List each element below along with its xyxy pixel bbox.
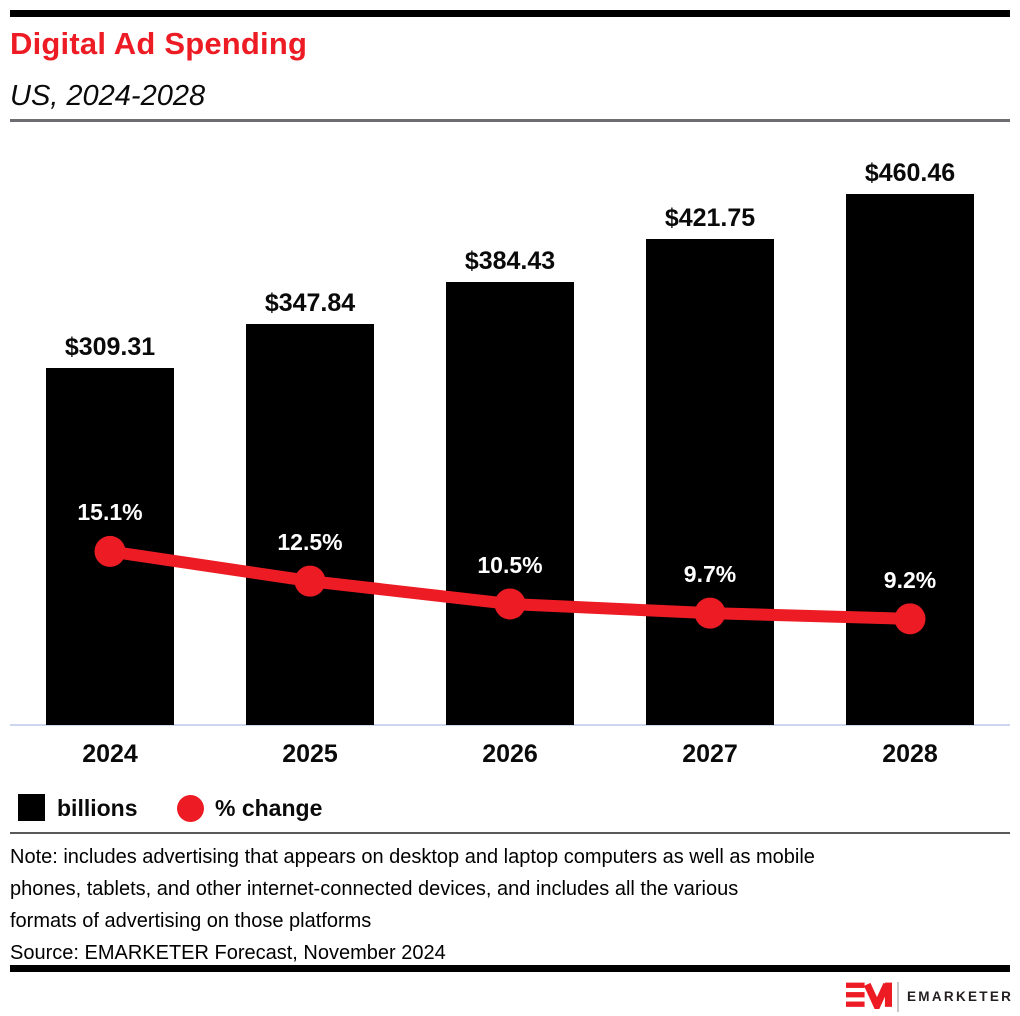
note-divider	[10, 832, 1010, 834]
x-axis-tick-label: 2028	[882, 740, 938, 768]
line-value-label: 10.5%	[477, 551, 543, 578]
legend-bar-label: billions	[57, 795, 138, 821]
line-value-label: 12.5%	[277, 529, 343, 556]
bar-2024	[46, 368, 174, 725]
bar-value-label: $309.31	[64, 333, 156, 361]
line-value-label: 9.7%	[683, 561, 737, 588]
page-subtitle: US, 2024-2028	[10, 80, 206, 112]
bottom-accent-bar	[10, 965, 1010, 972]
bar-2027	[646, 239, 774, 725]
bar-value-label: $460.46	[864, 159, 956, 187]
bar-2026	[446, 282, 574, 725]
note-text: Note: includes advertising that appears …	[10, 841, 1010, 937]
legend-bar-swatch	[18, 794, 45, 821]
bar-2028	[846, 194, 974, 725]
page-title: Digital Ad Spending	[10, 26, 308, 61]
emarketer-logo	[846, 981, 1010, 1015]
note-line: formats of advertising on those platform…	[10, 910, 372, 932]
note-line: Note: includes advertising that appears …	[10, 846, 815, 868]
legend-line-label: % change	[215, 795, 323, 821]
x-axis-tick-label: 2025	[282, 740, 338, 768]
logo-divider	[897, 982, 899, 1012]
header-divider	[10, 119, 1010, 122]
top-accent-bar	[10, 10, 1010, 17]
x-axis-tick-label: 2027	[682, 740, 738, 768]
bar-2025	[246, 324, 374, 725]
bar-value-label: $421.75	[664, 204, 756, 232]
legend-line-swatch	[177, 795, 204, 822]
x-axis-tick-label: 2026	[482, 740, 538, 768]
emarketer-wordmark: EMARKETER	[907, 989, 1014, 1004]
line-value-label: 9.2%	[883, 566, 937, 593]
source-text: Source: EMARKETER Forecast, November 202…	[10, 942, 446, 964]
note-line: phones, tablets, and other internet-conn…	[10, 878, 739, 900]
bar-value-label: $347.84	[264, 289, 356, 317]
emarketer-monogram-icon	[846, 982, 892, 1015]
x-axis-tick-label: 2024	[82, 740, 138, 768]
bar-value-label: $384.43	[464, 247, 556, 275]
line-value-label: 15.1%	[77, 499, 143, 526]
x-axis-line	[10, 724, 1010, 726]
